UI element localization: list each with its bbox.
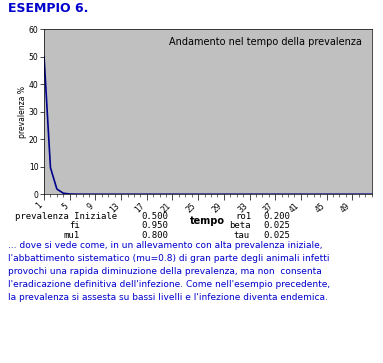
Text: 0.950: 0.950 [142, 221, 169, 231]
Text: 0.200: 0.200 [264, 212, 290, 221]
Text: mu1: mu1 [63, 231, 79, 240]
Text: 0.025: 0.025 [264, 221, 290, 231]
Text: 0.025: 0.025 [264, 231, 290, 240]
Text: prevalenza Iniziale: prevalenza Iniziale [15, 212, 118, 221]
Text: fi: fi [69, 221, 80, 231]
X-axis label: tempo: tempo [190, 216, 225, 226]
Text: ... dove si vede come, in un allevamento con alta prevalenza iniziale,
l'abbatti: ... dove si vede come, in un allevamento… [8, 241, 330, 302]
Text: beta: beta [229, 221, 250, 231]
Text: Andamento nel tempo della prevalenza: Andamento nel tempo della prevalenza [169, 37, 362, 47]
Text: tau: tau [233, 231, 249, 240]
Text: 0.800: 0.800 [142, 231, 169, 240]
Text: ro1: ro1 [236, 212, 252, 221]
Y-axis label: prevalenza %: prevalenza % [18, 86, 27, 138]
Text: 0.500: 0.500 [142, 212, 169, 221]
Text: ESEMPIO 6.: ESEMPIO 6. [8, 2, 88, 15]
